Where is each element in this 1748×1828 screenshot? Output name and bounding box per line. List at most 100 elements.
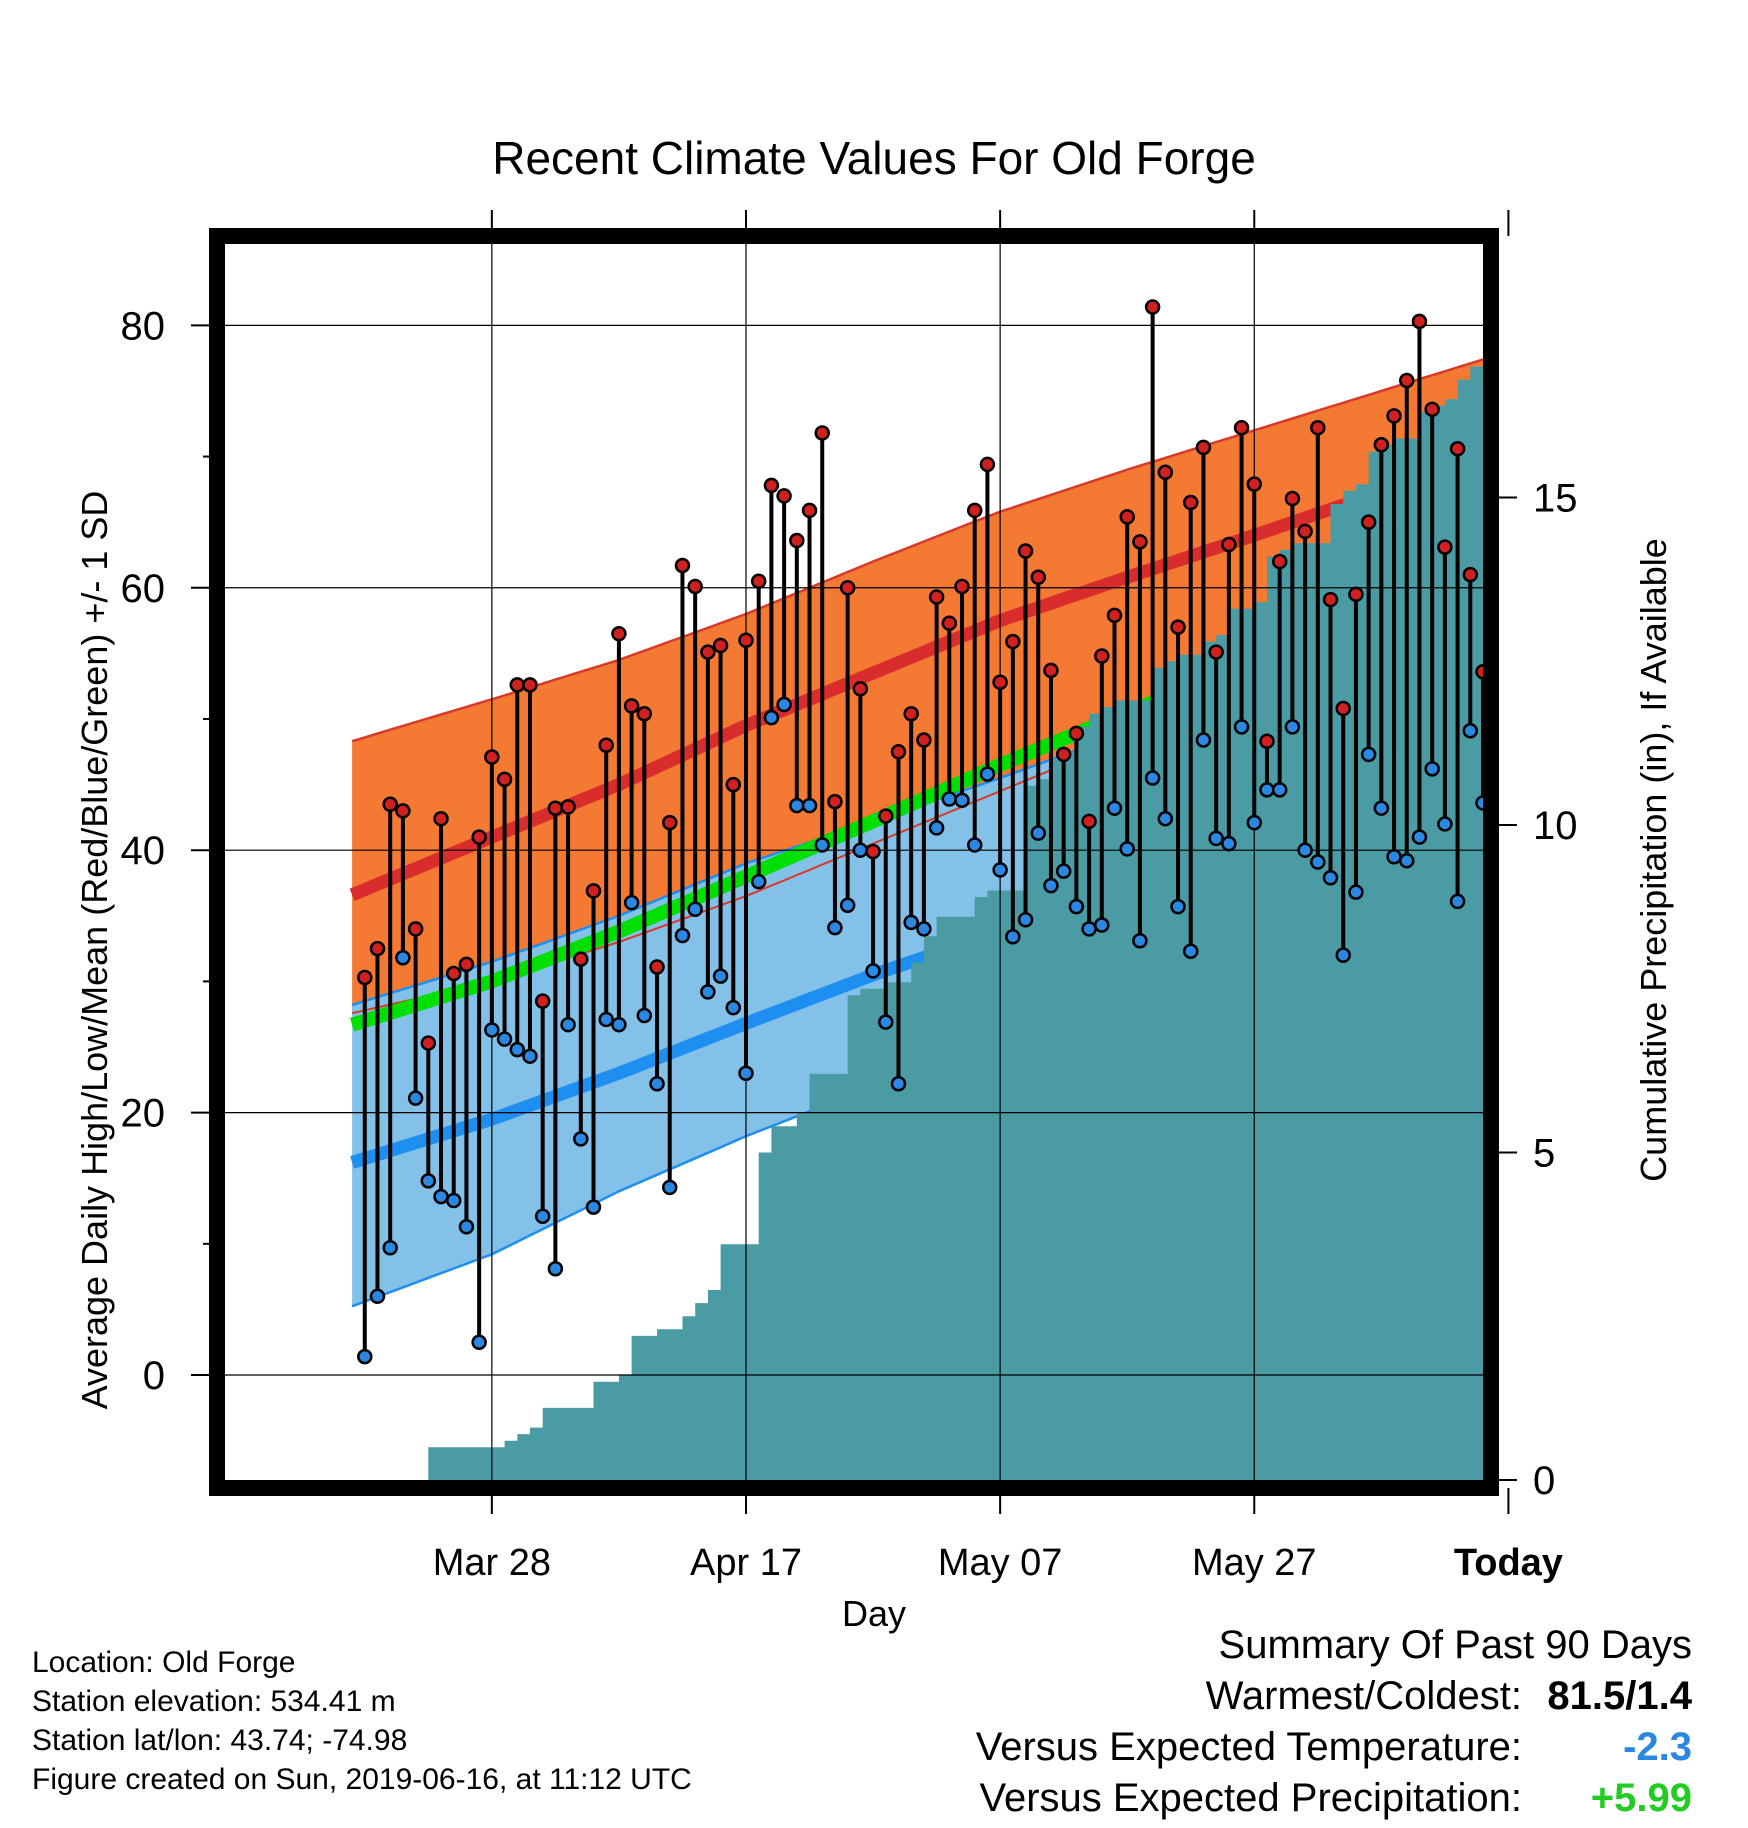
daily-high-point (573, 951, 589, 967)
daily-high-point (763, 477, 780, 494)
daily-high-point (1055, 746, 1072, 763)
daily-low-point (1284, 719, 1301, 735)
daily-low-point (560, 1016, 576, 1033)
daily-high-point (1081, 813, 1097, 830)
daily-low-point (1449, 893, 1466, 910)
daily-low-point (1462, 723, 1479, 739)
daily-high-point (966, 502, 983, 519)
y2-tick-label: 5 (1533, 1131, 1555, 1175)
daily-low-point (445, 1192, 462, 1209)
daily-high-point (496, 771, 513, 788)
daily-high-point (1233, 419, 1250, 436)
daily-low-point (1259, 782, 1275, 798)
daily-low-point (763, 709, 780, 726)
daily-high-point (700, 644, 716, 660)
y-tick-label: 80 (121, 304, 166, 348)
daily-low-point (1386, 849, 1402, 865)
daily-low-point (827, 919, 843, 936)
daily-low-point (890, 1075, 907, 1092)
daily-low-point (611, 1016, 627, 1033)
daily-high-point (865, 843, 881, 860)
y-tick-label: 40 (121, 829, 166, 873)
daily-high-point (1017, 543, 1034, 559)
daily-low-point (903, 914, 919, 931)
daily-low-point (1182, 943, 1199, 959)
daily-high-point (1360, 514, 1377, 530)
daily-high-point (1411, 313, 1428, 330)
daily-low-point (916, 921, 932, 937)
daily-low-point (700, 984, 716, 1000)
daily-low-point (1144, 770, 1161, 786)
daily-low-point (1437, 816, 1453, 832)
daily-low-point (814, 837, 830, 853)
daily-low-point (1106, 800, 1123, 816)
daily-low-point (395, 950, 411, 966)
daily-low-point (420, 1173, 437, 1189)
warmest-coldest-value: 81.5/1.4 (1547, 1674, 1692, 1718)
daily-high-point (1475, 663, 1483, 680)
daily-low-point (547, 1261, 564, 1277)
daily-low-point (1399, 852, 1415, 869)
daily-low-point (712, 968, 729, 984)
y2-axis-label: Cumulative Precipitation (in), If Availa… (1633, 538, 1674, 1182)
daily-high-point (725, 776, 742, 793)
daily-high-point (814, 425, 830, 441)
daily-high-point (1221, 536, 1237, 553)
daily-low-point (1360, 746, 1377, 763)
daily-high-point (1195, 439, 1212, 456)
daily-low-point (1005, 929, 1021, 945)
daily-high-point (1386, 408, 1402, 424)
daily-high-point (357, 969, 373, 986)
station-location: Location: Old Forge (32, 1646, 296, 1679)
daily-high-point (954, 578, 970, 595)
daily-high-point (611, 625, 627, 642)
daily-high-point (941, 615, 958, 631)
plot-area: 90 Days (225, 244, 1483, 1480)
y2-tick-label: 10 (1533, 804, 1578, 848)
daily-low-point (636, 1007, 653, 1024)
daily-low-point (433, 1188, 449, 1205)
daily-low-point (1475, 795, 1483, 811)
daily-low-point (509, 1041, 526, 1058)
summary-precipitation: Versus Expected Precipitation: +5.99 (976, 1773, 1692, 1824)
y-tick-label: 0 (143, 1354, 165, 1398)
station-elevation: Station elevation: 534.41 m (32, 1685, 396, 1718)
daily-high-point (1373, 437, 1390, 453)
figure-created: Figure created on Sun, 2019-06-16, at 11… (32, 1763, 692, 1796)
daily-high-point (1348, 586, 1364, 603)
daily-low-point (1221, 835, 1237, 852)
daily-high-point (471, 829, 487, 845)
daily-low-point (1208, 830, 1224, 847)
daily-low-point (865, 963, 881, 979)
daily-high-point (509, 677, 526, 693)
daily-high-point (1322, 591, 1339, 608)
daily-high-point (801, 502, 818, 519)
daily-low-point (1297, 842, 1313, 858)
daily-low-point (1348, 884, 1364, 900)
daily-high-point (369, 940, 386, 957)
daily-low-point (1170, 898, 1186, 915)
daily-high-point (484, 749, 500, 765)
daily-high-point (623, 698, 640, 714)
daily-high-point (738, 632, 754, 649)
daily-high-point (1271, 553, 1288, 570)
daily-high-point (712, 637, 729, 654)
daily-high-point (534, 993, 551, 1009)
daily-low-point (1081, 921, 1097, 937)
daily-high-point (1297, 523, 1313, 540)
daily-high-point (1119, 509, 1135, 525)
daily-low-point (369, 1288, 386, 1305)
daily-low-point (839, 897, 856, 914)
daily-high-point (585, 883, 602, 899)
daily-high-point (1182, 494, 1199, 511)
daily-low-point (687, 901, 703, 917)
temperature-label: Versus Expected Temperature: (975, 1725, 1522, 1769)
summary-title: Summary Of Past 90 Days (1218, 1623, 1692, 1667)
daily-low-point (1157, 810, 1174, 827)
daily-high-point (852, 681, 869, 697)
daily-high-point (560, 799, 576, 815)
daily-high-point (522, 677, 538, 693)
daily-high-point (1449, 440, 1466, 457)
axes: 0 20 40 60 80 0 5 10 15 Mar 28 Apr 17 May 07 May 27 T… (121, 210, 1578, 1584)
daily-low-point (522, 1048, 538, 1064)
